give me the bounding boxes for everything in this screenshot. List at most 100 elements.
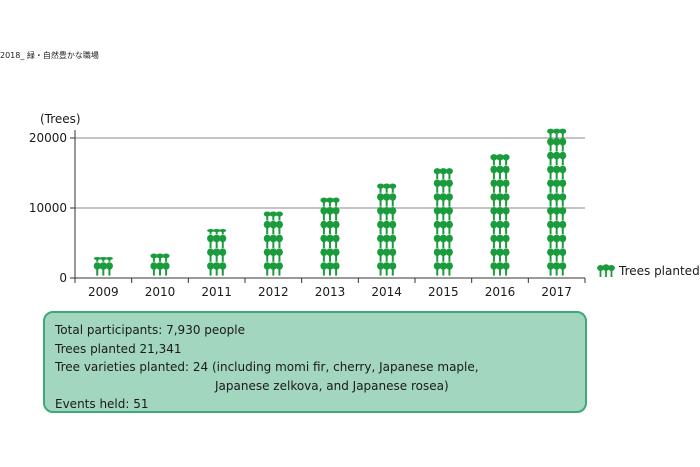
x-tick-label: 2009 (88, 285, 119, 299)
tree-trunk (492, 224, 495, 235)
tree-trunk (555, 238, 558, 248)
tree-trunk (442, 252, 445, 262)
tree-trunk (436, 196, 439, 207)
tree-trunk (272, 238, 275, 248)
tree-trunk (385, 210, 388, 221)
tree-trunk (335, 210, 338, 221)
tree-trunk (379, 210, 382, 221)
tree-trunk (499, 157, 501, 166)
tree-trunk (221, 238, 224, 248)
tree-trunk (442, 238, 445, 248)
tree-trunk (385, 265, 388, 276)
tree-trunk (379, 196, 382, 207)
tree-trunk (442, 171, 445, 179)
tree-trunk (335, 238, 338, 248)
tree-trunk (266, 238, 269, 248)
tree-trunk (266, 224, 269, 235)
tree-trunk (335, 252, 338, 262)
tree-trunk (329, 238, 331, 248)
tree-crown (496, 154, 504, 161)
tree-trunk (442, 196, 445, 207)
x-tick-label: 2010 (145, 285, 176, 299)
y-axis-title: (Trees) (40, 112, 81, 126)
tree-trunk (492, 169, 495, 179)
tree-trunk (322, 200, 325, 207)
tree-trunk (549, 131, 552, 138)
tree-trunk (329, 252, 331, 262)
bar-2011 (207, 229, 227, 276)
tree-trunk (555, 155, 558, 166)
tree-trunk (391, 224, 394, 235)
x-tick-label: 2016 (485, 285, 516, 299)
tree-trunk (492, 252, 495, 262)
tree-trunk (152, 255, 155, 262)
tree-trunk (385, 196, 388, 207)
tree-trunk (492, 210, 495, 221)
tree-trunk (322, 265, 325, 276)
tree-trunk (379, 186, 382, 193)
tree-trunk (209, 238, 212, 248)
x-tick-label: 2011 (201, 285, 232, 299)
summary-trees-planted: Trees planted 21,341 (55, 341, 182, 356)
tree-trunk (561, 169, 564, 179)
tree-trunk (215, 238, 218, 248)
tree-trunk (379, 224, 382, 235)
x-tick-label: 2015 (428, 285, 459, 299)
tree-trunk (505, 169, 508, 179)
tree-trunk (391, 186, 394, 193)
tree-trunk (436, 183, 439, 193)
tree-trunk (549, 196, 552, 207)
tree-trunk (448, 265, 451, 276)
tree-trunk (555, 131, 558, 138)
tree-trunk (549, 183, 552, 193)
x-tick-label: 2012 (258, 285, 289, 299)
summary-varieties: Tree varieties planted: 24 (including mo… (55, 360, 479, 374)
tree-trunk (549, 224, 552, 235)
tree-trunk (555, 183, 558, 193)
tree-crown (490, 154, 498, 161)
tree-trunk (561, 238, 564, 248)
tree-trunk (266, 265, 269, 276)
tree-trunk (385, 238, 388, 248)
tree-trunk (159, 255, 161, 262)
tree-trunk (549, 265, 552, 276)
tree-trunk (215, 230, 218, 235)
bar-2017 (547, 128, 567, 276)
bar-2009 (93, 257, 113, 276)
tree-trunk (505, 183, 508, 193)
x-tick-label: 2013 (315, 285, 346, 299)
tree-trunk (499, 252, 501, 262)
tree-trunk (278, 224, 281, 235)
tree-trunk (335, 200, 338, 207)
tree-trunk (499, 169, 501, 179)
tree-trunk (335, 224, 338, 235)
tree-trunk (436, 238, 439, 248)
tree-trunk (505, 238, 508, 248)
tree-trunk (492, 157, 495, 166)
tree-trunk (442, 183, 445, 193)
tree-trunk (549, 238, 552, 248)
tree-trunk (499, 196, 501, 207)
tree-trunk (505, 265, 508, 276)
tree-trunk (278, 265, 281, 276)
tree-trunk (436, 252, 439, 262)
tree-trunk (102, 265, 105, 276)
tree-trunk (505, 224, 508, 235)
tree-trunk (555, 210, 558, 221)
tree-trunk (442, 210, 445, 221)
tree-trunk (561, 252, 564, 262)
tree-trunk (492, 238, 495, 248)
tree-trunk (209, 252, 212, 262)
tree-trunk (448, 171, 451, 179)
tree-trunk (379, 265, 382, 276)
tree-trunk (555, 265, 558, 276)
tree-trunk (322, 224, 325, 235)
legend-label: Trees planted (619, 264, 700, 278)
tree-trunk (165, 265, 168, 276)
tree-trunk (499, 224, 501, 235)
tree-trunk (329, 200, 331, 207)
tree-trunk (555, 252, 558, 262)
tree-trunk (322, 238, 325, 248)
bar-2012 (263, 211, 283, 276)
y-tick-label: 0 (59, 271, 67, 285)
